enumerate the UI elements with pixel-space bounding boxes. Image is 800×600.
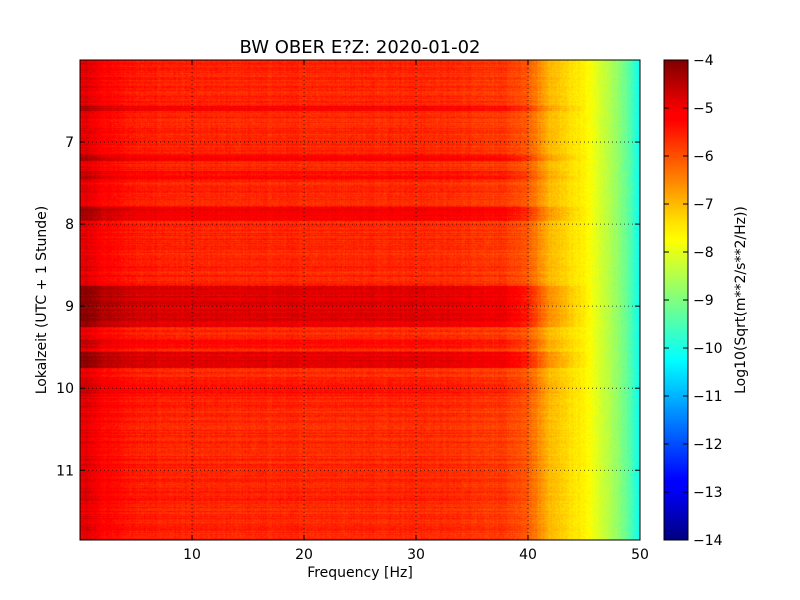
x-tick-label: 40 <box>519 547 537 563</box>
y-tick-label: 11 <box>56 463 74 479</box>
y-tick-label: 9 <box>65 299 74 315</box>
colorbar-tick-label: −9 <box>693 293 714 309</box>
colorbar-tick-label: −4 <box>693 53 714 69</box>
x-tick-label: 20 <box>295 547 313 563</box>
x-tick-label: 30 <box>407 547 425 563</box>
colorbar: −4 −5 −6 −7 −8 −9 −10 −11 −12 −13 −14 <box>663 53 723 549</box>
colorbar-tick-label: −6 <box>693 149 714 165</box>
x-axis-ticks: 10 20 30 40 50 <box>183 60 649 563</box>
x-tick-label: 50 <box>631 547 649 563</box>
colorbar-ticks: −4 −5 −6 −7 −8 −9 −10 −11 −12 −13 −14 <box>664 53 723 549</box>
heatmap-image <box>80 60 640 540</box>
grid-lines <box>80 60 640 540</box>
colorbar-tick-label: −5 <box>693 101 714 117</box>
colorbar-tick-label: −12 <box>693 437 723 453</box>
chart-title: BW OBER E?Z: 2020-01-02 <box>240 37 481 58</box>
colorbar-tick-label: −11 <box>693 389 723 405</box>
colorbar-tick-label: −10 <box>693 341 723 357</box>
colorbar-tick-label: −13 <box>693 485 723 501</box>
plot-frame <box>79 59 641 541</box>
y-axis-label: Lokalzeit (UTC + 1 Stunde) <box>34 206 50 395</box>
y-tick-label: 10 <box>56 381 74 397</box>
y-tick-label: 8 <box>65 217 74 233</box>
x-tick-label: 10 <box>183 547 201 563</box>
x-axis-label: Frequency [Hz] <box>307 565 413 581</box>
plot-area: 10 20 30 40 50 7 8 9 10 11 <box>56 59 649 563</box>
colorbar-tick-label: −8 <box>693 245 714 261</box>
y-axis-ticks: 7 8 9 10 11 <box>56 135 640 479</box>
y-tick-label: 7 <box>65 135 74 151</box>
colorbar-tick-label: −14 <box>693 533 723 549</box>
colorbar-tick-label: −7 <box>693 197 714 213</box>
colorbar-label: Log10(Sqrt(m**2/s**2/Hz)) <box>733 206 749 394</box>
